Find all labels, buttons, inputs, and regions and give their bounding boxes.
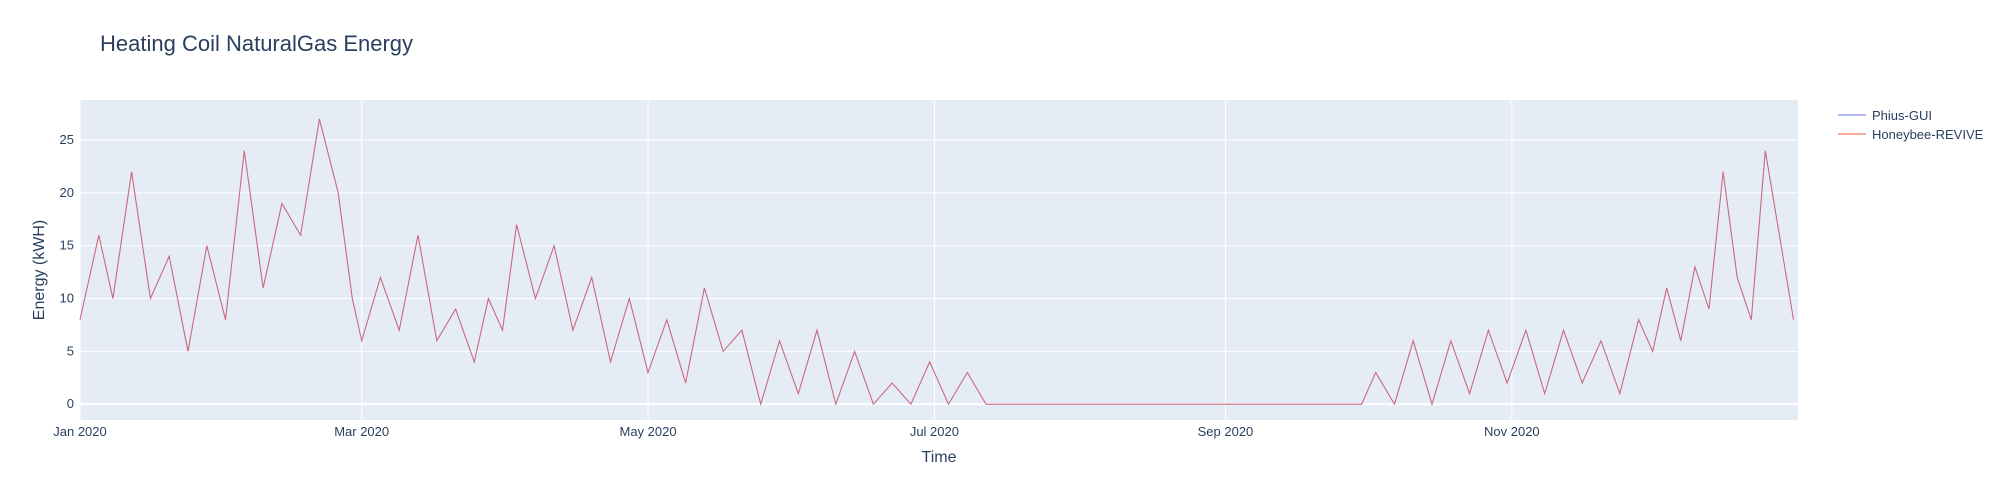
- chart-title: Heating Coil NaturalGas Energy: [100, 31, 413, 56]
- y-tick-label: 20: [60, 185, 74, 200]
- legend-label-0[interactable]: Phius-GUI: [1872, 108, 1932, 123]
- x-tick-label: Nov 2020: [1484, 424, 1540, 439]
- y-tick-label: 10: [60, 291, 74, 306]
- y-axis-title: Energy (kWH): [31, 220, 48, 320]
- plot-area: [80, 100, 1798, 420]
- legend-label-1[interactable]: Honeybee-REVIVE: [1872, 127, 1984, 142]
- y-tick-label: 0: [67, 396, 74, 411]
- x-axis-ticks: Jan 2020 Mar 2020 May 2020 Jul 2020 Sep 2020…: [53, 424, 1539, 439]
- x-tick-label: Jan 2020: [53, 424, 107, 439]
- y-tick-label: 15: [60, 238, 74, 253]
- x-tick-label: Mar 2020: [334, 424, 389, 439]
- x-tick-label: Jul 2020: [910, 424, 959, 439]
- x-tick-label: May 2020: [619, 424, 676, 439]
- x-tick-label: Sep 2020: [1198, 424, 1254, 439]
- y-tick-label: 25: [60, 132, 74, 147]
- grid-lines: [79, 100, 1798, 420]
- x-axis-title: Time: [922, 449, 957, 466]
- legend[interactable]: Phius-GUI Honeybee-REVIVE: [1838, 108, 1984, 142]
- series-line-1: [79, 118, 1794, 407]
- y-axis-ticks: 0 5 10 15 20 25: [60, 132, 74, 411]
- y-tick-label: 5: [67, 343, 74, 358]
- series-layer: [79, 118, 1794, 407]
